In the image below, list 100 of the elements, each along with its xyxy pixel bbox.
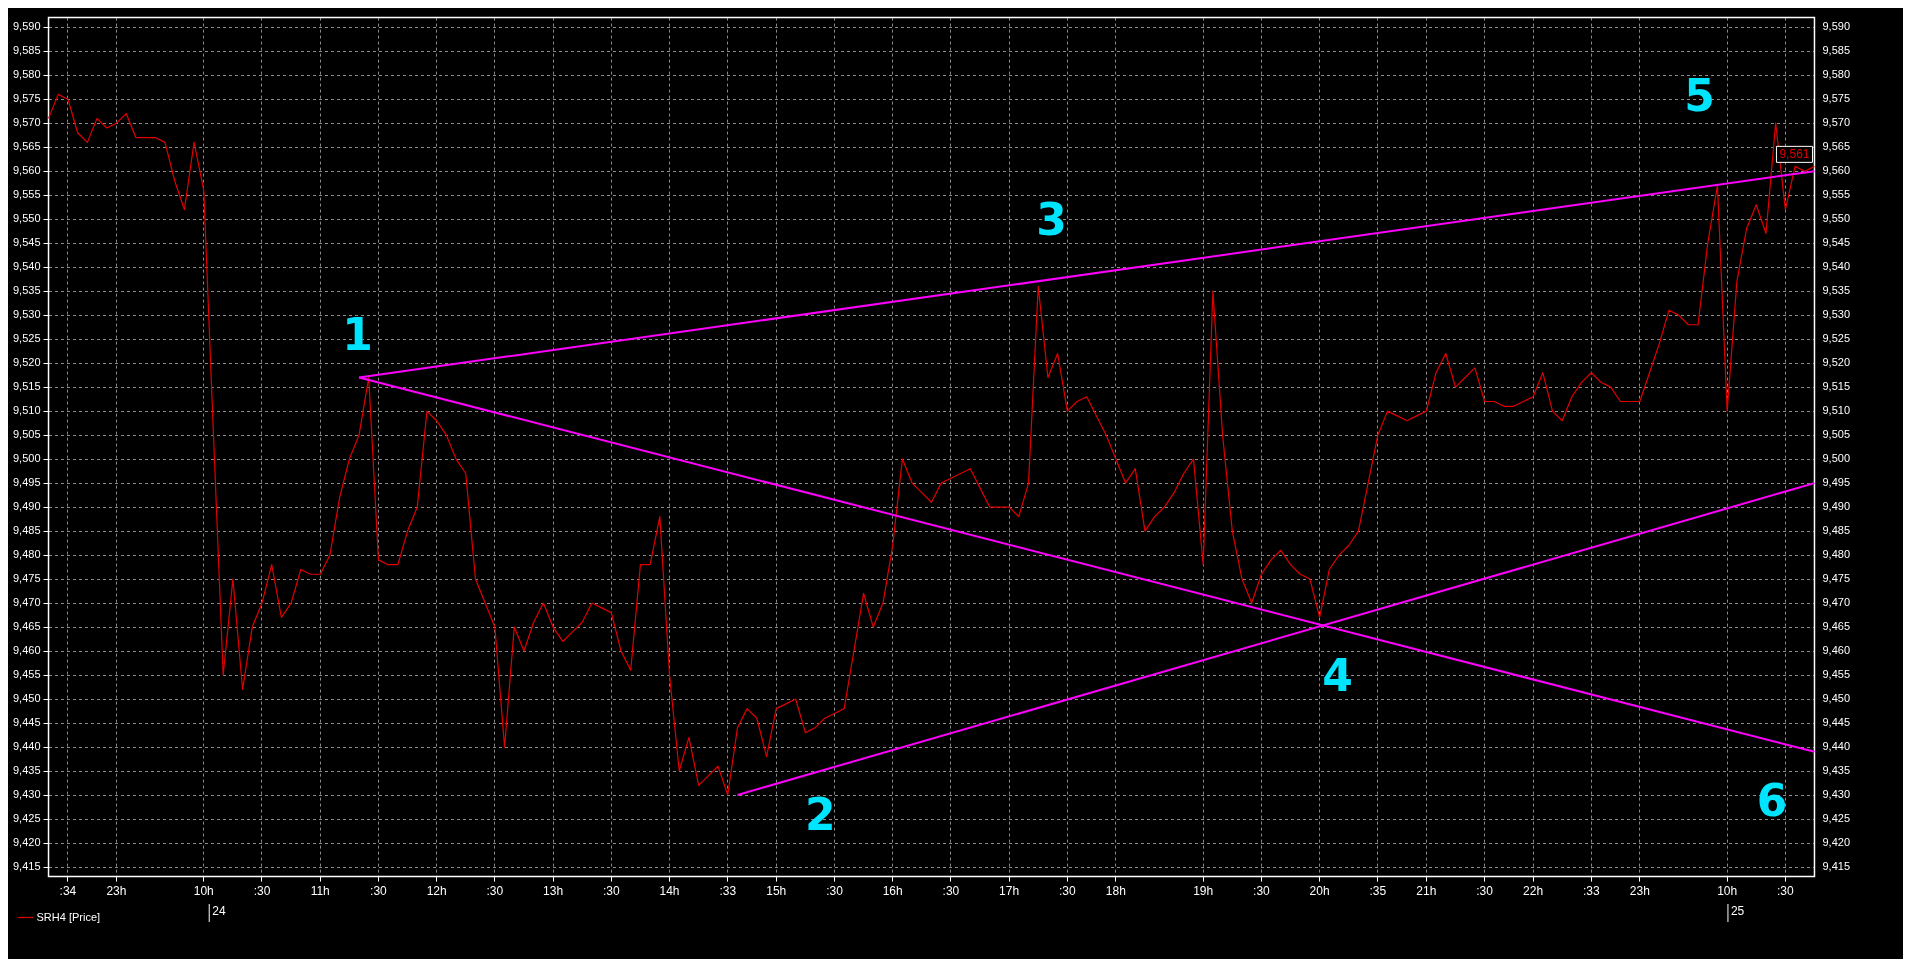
y-tick-label: 9,550	[13, 212, 41, 225]
y2-tick-label: 9,525	[1822, 332, 1850, 345]
legend-label: SRH4 [Price]	[36, 910, 101, 923]
annotation: 5	[1684, 69, 1715, 121]
y2-tick-label: 9,490	[1822, 500, 1850, 513]
y-tick-label: 9,480	[13, 548, 41, 561]
y-tick-label: 9,505	[13, 428, 41, 441]
y-tick-label: 9,470	[13, 596, 41, 609]
y2-tick-label: 9,510	[1822, 404, 1850, 417]
y-tick-label: 9,580	[13, 68, 41, 81]
x-tick-label: :30	[486, 884, 504, 899]
annotation: 1	[342, 309, 373, 361]
x-tick-label: 12h	[426, 884, 447, 899]
y-tick-label: 9,585	[13, 44, 41, 57]
y-tick-label: 9,555	[13, 188, 41, 201]
y-tick-label: 9,415	[13, 860, 41, 873]
x-tick-label: :30	[602, 884, 620, 899]
y2-tick-label: 9,460	[1822, 644, 1850, 657]
x-tick-label: 23h	[106, 884, 127, 899]
x-tick-label: :34	[59, 884, 77, 899]
y2-tick-label: 9,500	[1822, 452, 1850, 465]
y2-tick-label: 9,425	[1822, 812, 1850, 825]
y-tick-label: 9,420	[13, 836, 41, 849]
data-label: 9,561	[1779, 146, 1810, 161]
y2-tick-label: 9,555	[1822, 188, 1850, 201]
x-tick-label: :30	[253, 884, 271, 899]
y2-tick-label: 9,415	[1822, 860, 1850, 873]
y2-tick-label: 9,565	[1822, 140, 1850, 153]
x-tick-label: :30	[942, 884, 960, 899]
x-tick-label: 10h	[193, 884, 214, 899]
y2-tick-label: 9,520	[1822, 356, 1850, 369]
text: 24	[212, 904, 226, 919]
y-tick-label: 9,435	[13, 764, 41, 777]
y-tick-label: 9,565	[13, 140, 41, 153]
y-tick-label: 9,425	[13, 812, 41, 825]
y2-tick-label: 9,585	[1822, 44, 1850, 57]
annotation: 6	[1756, 774, 1788, 826]
y-tick-label: 9,575	[13, 92, 41, 105]
y-tick-label: 9,535	[13, 284, 41, 297]
y-tick-label: 9,570	[13, 116, 41, 129]
y2-tick-label: 9,540	[1822, 260, 1850, 273]
y2-tick-label: 9,570	[1822, 116, 1850, 129]
y2-tick-label: 9,535	[1822, 284, 1850, 297]
text: 25	[1730, 904, 1745, 919]
x-tick-label: 16h	[882, 884, 903, 899]
x-tick-label: 11h	[310, 884, 330, 899]
y2-tick-label: 9,435	[1822, 764, 1850, 777]
x-tick-label: :33	[1582, 884, 1600, 899]
y-tick-label: 9,510	[13, 404, 41, 417]
x-tick-label: :30	[1253, 884, 1271, 899]
y-tick-label: 9,590	[13, 20, 41, 33]
y2-tick-label: 9,475	[1822, 572, 1850, 585]
annotation: 3	[1036, 194, 1067, 246]
y2-tick-label: 9,470	[1822, 596, 1850, 609]
x-tick-label: 18h	[1105, 884, 1126, 899]
y2-tick-label: 9,580	[1822, 68, 1850, 81]
y2-tick-label: 9,575	[1822, 92, 1850, 105]
y2-tick-label: 9,505	[1822, 428, 1850, 441]
y2-tick-label: 9,445	[1822, 716, 1850, 729]
x-tick-label: 15h	[766, 884, 787, 899]
y2-tick-label: 9,590	[1822, 20, 1850, 33]
y2-tick-label: 9,450	[1822, 692, 1850, 705]
y-tick-label: 9,485	[13, 524, 41, 537]
y-tick-label: 9,520	[13, 356, 41, 369]
x-tick-label: :30	[1476, 884, 1494, 899]
y2-tick-label: 9,530	[1822, 308, 1850, 321]
y2-tick-label: 9,480	[1822, 548, 1850, 561]
x-tick-label: :33	[719, 884, 737, 899]
y2-tick-label: 9,455	[1822, 668, 1850, 681]
y2-tick-label: 9,545	[1822, 236, 1850, 249]
y-tick-label: 9,545	[13, 236, 41, 249]
annotation: 4	[1322, 650, 1353, 702]
y2-tick-label: 9,550	[1822, 212, 1850, 225]
y-tick-label: 9,460	[13, 644, 41, 657]
y-tick-label: 9,540	[13, 260, 41, 273]
x-tick-label: 14h	[659, 884, 680, 899]
x-tick-label: :30	[826, 884, 844, 899]
y2-tick-label: 9,430	[1822, 788, 1850, 801]
y2-tick-label: 9,560	[1822, 164, 1850, 177]
x-tick-label: 17h	[999, 884, 1020, 899]
y-tick-label: 9,430	[13, 788, 41, 801]
x-tick-label: 13h	[543, 884, 564, 899]
y2-tick-label: 9,440	[1822, 740, 1850, 753]
y-tick-label: 9,445	[13, 716, 41, 729]
x-tick-label: :30	[370, 884, 388, 899]
y-tick-label: 9,515	[13, 380, 41, 393]
y-tick-label: 9,525	[13, 332, 41, 345]
y-tick-label: 9,500	[13, 452, 41, 465]
x-tick-label: :30	[1059, 884, 1077, 899]
y-tick-label: 9,465	[13, 620, 41, 633]
x-tick-label: :35	[1369, 884, 1387, 899]
x-tick-label: 10h	[1717, 884, 1738, 899]
y-tick-label: 9,440	[13, 740, 41, 753]
y-tick-label: 9,475	[13, 572, 41, 585]
y2-tick-label: 9,420	[1822, 836, 1850, 849]
y-tick-label: 9,455	[13, 668, 41, 681]
x-tick-label: 20h	[1309, 884, 1330, 899]
x-tick-label: 21h	[1416, 884, 1437, 899]
y-tick-label: 9,560	[13, 164, 41, 177]
x-tick-label: 22h	[1523, 884, 1544, 899]
